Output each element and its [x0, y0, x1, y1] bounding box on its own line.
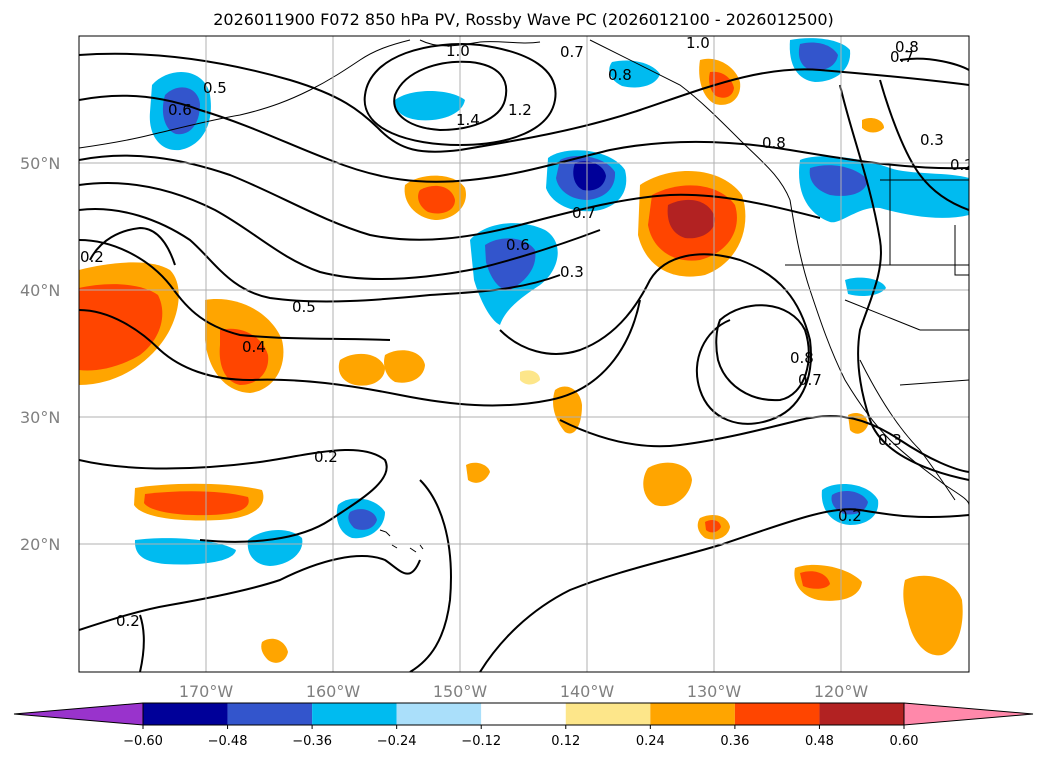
contour-label: 1.4: [456, 111, 480, 129]
coastlines: [79, 39, 969, 553]
contour-label: 0.7: [560, 43, 584, 61]
contour-label-group: 1.0 0.7 1.0 0.8 0.7 0.8 0.5 0.6 1.4 1.2 …: [80, 34, 974, 630]
lat-label: 40°N: [20, 281, 60, 300]
pv-contour-lines: [79, 43, 969, 672]
colorbar: [13, 702, 1034, 726]
colorbar-segment: [819, 703, 904, 725]
colorbar-segment: [227, 703, 313, 725]
contour-label: 0.7: [572, 204, 596, 222]
map-frame: [78, 35, 970, 673]
contour-label: 0.3: [878, 431, 902, 449]
lon-label: 120°W: [814, 682, 869, 701]
contour-label: 0.4: [242, 338, 266, 356]
colorbar-outline: [142, 702, 905, 726]
contour-label: 1.0: [446, 42, 470, 60]
contour-label: 0.2: [314, 448, 338, 466]
colorbar-tick-label: 0.48: [805, 734, 834, 749]
lon-label: 130°W: [687, 682, 742, 701]
colorbar-tick-label: 0.60: [890, 734, 919, 749]
colorbar-segment: [396, 703, 482, 725]
longitude-labels: 170°W 160°W 150°W 140°W 130°W 120°W: [179, 682, 869, 701]
colorbar-tick-label: 0.12: [551, 734, 580, 749]
lon-label: 160°W: [306, 682, 361, 701]
contour-label: 0.8: [608, 66, 632, 84]
colorbar-segment: [565, 703, 651, 725]
negative-anomaly-shading: [134, 38, 969, 566]
colorbar-tick-label: −0.60: [123, 734, 163, 749]
contour-label: 0.8: [762, 134, 786, 152]
colorbar-tick-label: −0.24: [377, 734, 417, 749]
lat-label: 20°N: [20, 535, 60, 554]
contour-label: 1.0: [686, 34, 710, 52]
contour-label: 0.2: [80, 248, 104, 266]
colorbar-tick-label: 0.24: [636, 734, 665, 749]
colorbar-tick-label: −0.12: [461, 734, 501, 749]
contour-label: 0.5: [292, 298, 316, 316]
colorbar-segment: [312, 703, 397, 725]
contour-label: 0.2: [950, 156, 974, 174]
map-title: 2026011900 F072 850 hPa PV, Rossby Wave …: [213, 10, 834, 29]
contour-label: 0.8: [895, 38, 919, 56]
contour-label: 0.7: [798, 371, 822, 389]
contour-label: 0.6: [506, 236, 530, 254]
contour-label: 1.2: [508, 101, 532, 119]
colorbar-tick-label: −0.36: [292, 734, 332, 749]
lat-label: 30°N: [20, 408, 60, 427]
colorbar-segment: [481, 703, 566, 725]
latitude-labels: 50°N 40°N 30°N 20°N: [20, 154, 60, 554]
graticule: [79, 36, 969, 672]
contour-label: 0.3: [560, 263, 584, 281]
colorbar-tick-label: −0.48: [208, 734, 248, 749]
lon-label: 170°W: [179, 682, 234, 701]
contour-label: 0.5: [203, 79, 227, 97]
colorbar-segment: [143, 703, 228, 725]
lon-label: 140°W: [560, 682, 615, 701]
contour-label: 0.2: [838, 507, 862, 525]
contour-label: 0.7: [890, 48, 914, 66]
contour-label: 0.3: [920, 131, 944, 149]
colorbar-extend-low: [13, 702, 144, 726]
colorbar-tick-labels: −0.60 −0.48 −0.36 −0.24 −0.12 0.12 0.24 0.36 0.4…: [123, 725, 918, 749]
colorbar-segment: [650, 703, 735, 725]
contour-label: 0.2: [116, 612, 140, 630]
lat-label: 50°N: [20, 154, 60, 173]
contour-label: 0.6: [168, 101, 192, 119]
colorbar-segment: [734, 703, 820, 725]
contour-label: 0.8: [790, 349, 814, 367]
colorbar-extend-high: [903, 702, 1034, 726]
colorbar-tick-label: 0.36: [720, 734, 749, 749]
lon-label: 150°W: [433, 682, 488, 701]
